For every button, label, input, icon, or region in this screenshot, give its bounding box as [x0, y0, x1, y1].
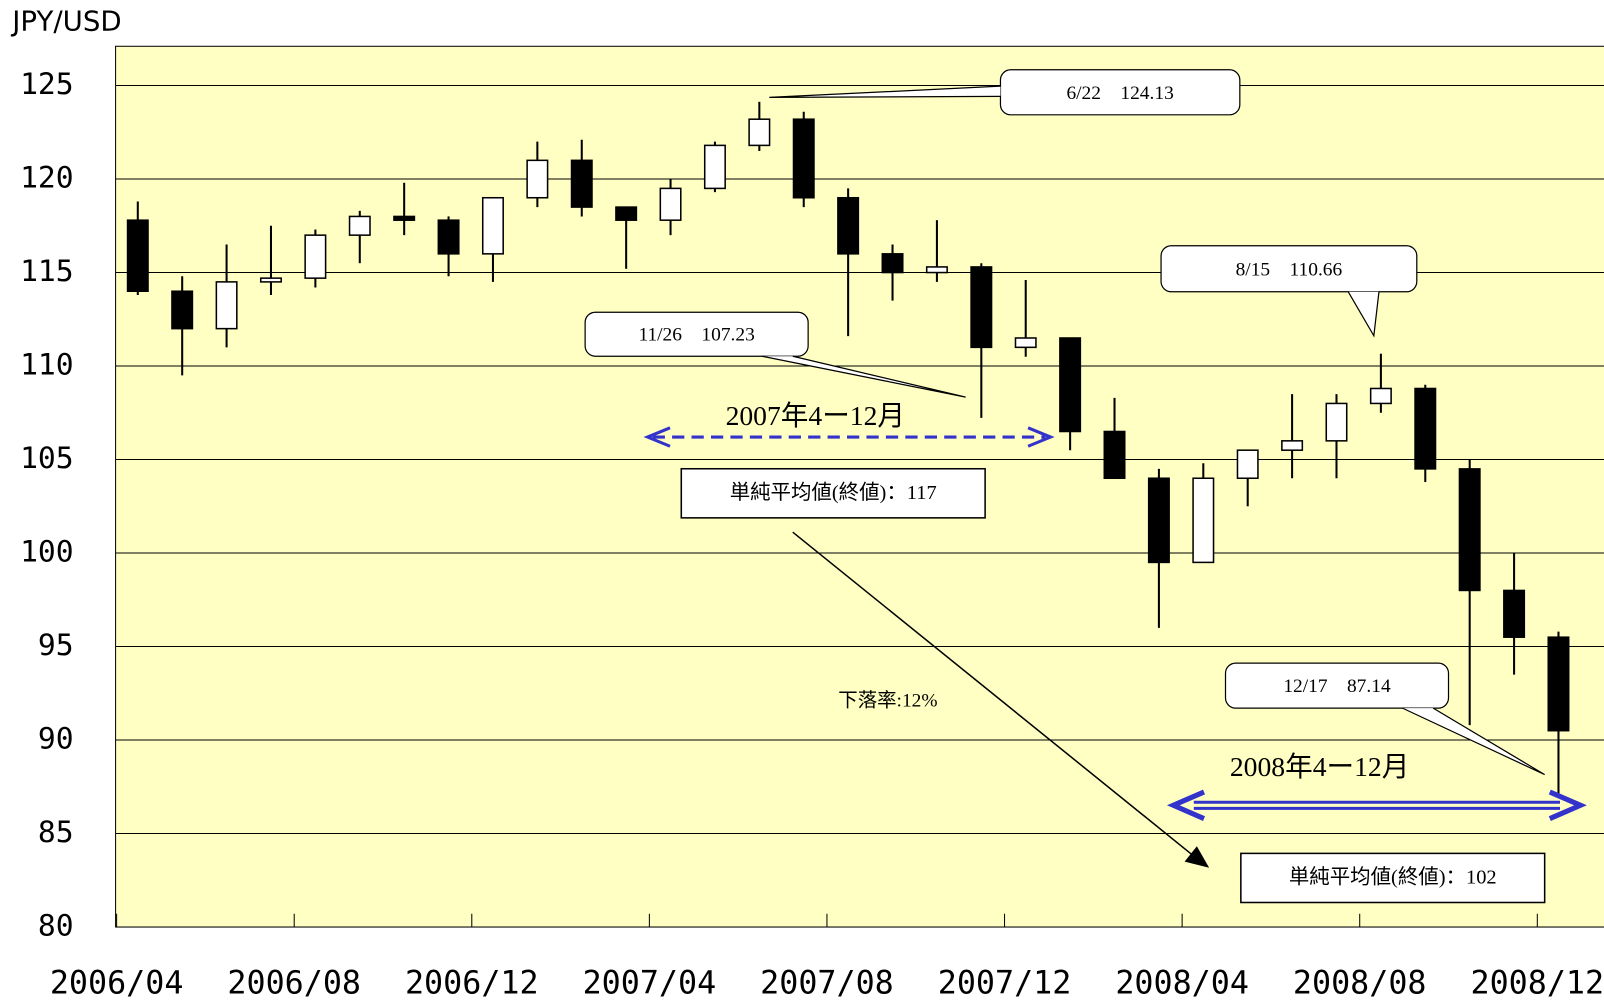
candle-body	[1059, 337, 1082, 433]
average-label: 単純平均値(終値)：102	[1289, 866, 1497, 889]
candle-body	[792, 118, 815, 199]
callout-box	[584, 311, 809, 357]
candle-body	[1458, 468, 1481, 592]
y-tick-label: 95	[38, 627, 74, 662]
x-tick-label: 2007/12	[938, 965, 1072, 1001]
callout-text: 6/22 124.13	[1066, 83, 1173, 104]
y-tick-label: 100	[20, 534, 74, 569]
y-tick-label: 115	[20, 253, 74, 288]
candle-body	[259, 277, 282, 283]
candle-body	[1325, 402, 1348, 442]
y-axis-label: JPY/USD	[10, 5, 121, 38]
y-tick-label: 125	[20, 66, 74, 101]
candle-body	[748, 118, 771, 147]
candle-body	[703, 144, 726, 190]
y-tick-label: 120	[20, 160, 74, 195]
candle-body	[615, 206, 638, 221]
arrow-head	[1184, 846, 1210, 868]
callout-pointer	[1402, 707, 1545, 776]
candle-body	[1103, 430, 1126, 480]
candle-body	[659, 187, 682, 221]
x-tick-label: 2006/08	[227, 965, 361, 1001]
callout-text: 11/26 107.23	[638, 325, 754, 346]
arrow-head	[1548, 789, 1587, 821]
arrow-head	[1027, 426, 1055, 448]
x-tick-label: 2006/12	[405, 965, 539, 1001]
callout-pointer	[769, 85, 1001, 99]
candle-body	[304, 234, 327, 279]
candle-body	[526, 159, 549, 199]
x-tick-label: 2006/04	[50, 965, 184, 1001]
candle-body	[393, 215, 416, 221]
arrow-head	[1166, 789, 1206, 821]
y-tick-label: 85	[38, 814, 74, 849]
y-tick-label: 90	[38, 721, 74, 756]
average-label: 単純平均値(終値)：117	[730, 481, 937, 504]
candle-body	[1547, 636, 1570, 732]
average-box	[680, 467, 986, 519]
arrow-head	[643, 426, 671, 448]
y-tick-label: 110	[20, 347, 74, 382]
candle-body	[215, 281, 238, 330]
candle-body	[481, 196, 504, 255]
candle-body	[1281, 440, 1304, 451]
candle-body	[1503, 589, 1526, 638]
candle-body	[1369, 387, 1392, 405]
x-tick-label: 2007/08	[760, 965, 894, 1001]
callout-text: 8/15 110.66	[1236, 259, 1343, 280]
candle-body	[126, 219, 149, 293]
candle-body	[837, 196, 860, 255]
x-tick-label: 2008/12	[1470, 965, 1604, 1001]
candle-body	[171, 290, 194, 330]
y-tick-label: 80	[38, 908, 74, 943]
candle-body	[1147, 477, 1170, 564]
candle-body	[1414, 387, 1437, 470]
range-label: 2007年4ー12月	[726, 400, 905, 431]
x-tick-label: 2007/04	[583, 965, 717, 1001]
range-label: 2008年4ー12月	[1230, 751, 1409, 782]
candle-body	[348, 215, 371, 236]
callout-text: 12/17 87.14	[1283, 676, 1391, 697]
candle-body	[970, 266, 993, 349]
x-tick-label: 2008/04	[1115, 965, 1249, 1001]
average-box	[1240, 852, 1546, 904]
candle-body	[1014, 337, 1037, 349]
candle-body	[881, 253, 904, 274]
callout-box	[1160, 245, 1418, 293]
change-label: 下落率:12%	[838, 689, 937, 711]
change-arrow	[792, 531, 1193, 856]
x-tick-label: 2008/08	[1293, 965, 1427, 1001]
candle-body	[570, 159, 593, 208]
candle-body	[437, 219, 460, 255]
candle-body	[1236, 449, 1259, 480]
callout-pointer	[761, 355, 966, 398]
candle-body	[925, 266, 948, 274]
callout-box	[1224, 662, 1450, 709]
callout-pointer	[1347, 291, 1380, 338]
y-tick-label: 105	[20, 440, 74, 475]
candle-body	[1192, 477, 1215, 564]
